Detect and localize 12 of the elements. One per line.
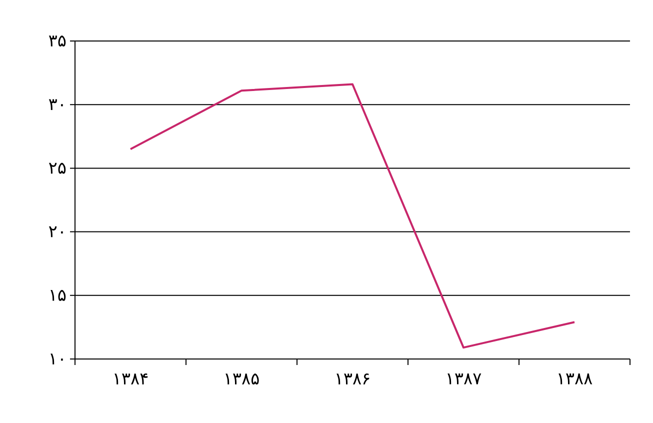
x-tick-label: ۱۳۸۶ bbox=[336, 373, 370, 384]
x-tick-label: ۱۳۸۸ bbox=[558, 373, 592, 384]
y-tick-label: ۲۰ bbox=[48, 226, 63, 238]
y-tick-label: ۳۵ bbox=[48, 36, 66, 46]
y-tick-label: ۳۰ bbox=[48, 99, 63, 110]
y-tick-label: ۲۵ bbox=[48, 162, 66, 174]
x-tick-label: ۱۳۸۴ bbox=[114, 373, 148, 384]
line-series bbox=[130, 83, 576, 349]
y-tick-label: ۱۰ bbox=[50, 354, 63, 364]
x-tick-label: ۱۳۸۵ bbox=[226, 373, 259, 384]
y-tick-label: ۱۵ bbox=[50, 290, 66, 301]
x-tick-label: ۱۳۸۷ bbox=[448, 373, 482, 384]
